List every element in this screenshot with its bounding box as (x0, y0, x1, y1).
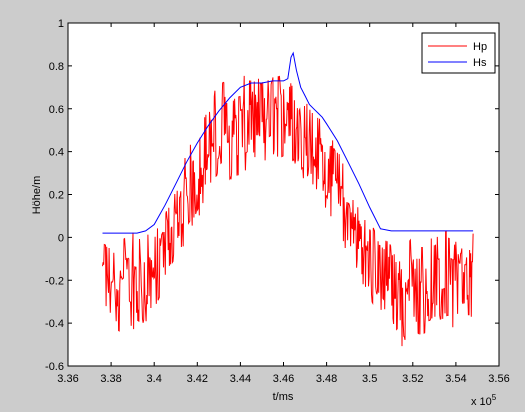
y-tick-label: 1 (58, 18, 64, 30)
x-multiplier-base: x 10 (471, 396, 492, 408)
plot-area (68, 23, 499, 366)
x-tick-label: 3.42 (187, 373, 208, 385)
x-multiplier-exponent: 5 (492, 393, 497, 402)
series-hp-line (102, 75, 474, 347)
series-layer (102, 51, 474, 347)
y-tick-label: 0.2 (49, 190, 64, 202)
y-tick-label: -0.2 (45, 275, 64, 287)
x-tick-label: 3.52 (402, 373, 423, 385)
legend-label-hs: Hs (473, 57, 487, 69)
y-axis-label: Höhe/m (31, 176, 43, 215)
x-tick-label: 3.38 (100, 373, 121, 385)
x-tick-label: 3.46 (273, 373, 294, 385)
x-tick-label: 3.4 (147, 373, 162, 385)
y-tick-label: 0.8 (49, 61, 64, 73)
y-tick-label: -0.6 (45, 361, 64, 373)
x-tick-label: 3.54 (445, 373, 466, 385)
x-tick-label: 3.44 (230, 373, 251, 385)
legend-box (421, 32, 496, 74)
y-tick-label: -0.4 (45, 318, 64, 330)
legend-label-hp: Hp (473, 41, 487, 53)
x-tick-label: 3.5 (362, 373, 377, 385)
x-multiplier: x 105 (471, 393, 497, 408)
y-tick-label: 0 (58, 232, 64, 244)
x-tick-label: 3.48 (316, 373, 337, 385)
series-hs-line (102, 51, 474, 234)
x-axis-label: t/ms (273, 391, 294, 403)
y-tick-label: 0.6 (49, 104, 64, 116)
x-tick-label: 3.56 (488, 373, 509, 385)
x-tick-label: 3.36 (57, 373, 78, 385)
tick-layer: 3.36 3.38 3.4 3.42 3.44 3.46 3.48 3.5 3.52 3.54 3.… (45, 18, 510, 385)
legend: Hp Hs (421, 32, 496, 74)
y-tick-label: 0.4 (49, 147, 64, 159)
